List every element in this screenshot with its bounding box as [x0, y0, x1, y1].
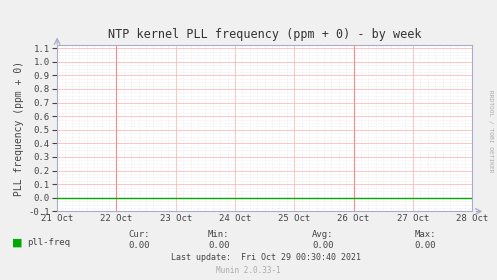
Title: NTP kernel PLL frequency (ppm + 0) - by week: NTP kernel PLL frequency (ppm + 0) - by … — [108, 28, 421, 41]
Text: Munin 2.0.33-1: Munin 2.0.33-1 — [216, 266, 281, 275]
Text: RRDTOOL / TOBI OETIKER: RRDTOOL / TOBI OETIKER — [489, 90, 494, 173]
Text: 0.00: 0.00 — [414, 241, 436, 250]
Text: Cur:: Cur: — [128, 230, 150, 239]
Text: 0.00: 0.00 — [312, 241, 334, 250]
Y-axis label: PLL frequency (ppm + 0): PLL frequency (ppm + 0) — [14, 60, 24, 196]
Text: 0.00: 0.00 — [208, 241, 230, 250]
Text: pll-freq: pll-freq — [27, 238, 71, 247]
Text: Avg:: Avg: — [312, 230, 334, 239]
Text: Last update:  Fri Oct 29 00:30:40 2021: Last update: Fri Oct 29 00:30:40 2021 — [171, 253, 361, 262]
Text: Max:: Max: — [414, 230, 436, 239]
Text: ■: ■ — [12, 237, 23, 247]
Text: 0.00: 0.00 — [128, 241, 150, 250]
Text: Min:: Min: — [208, 230, 230, 239]
